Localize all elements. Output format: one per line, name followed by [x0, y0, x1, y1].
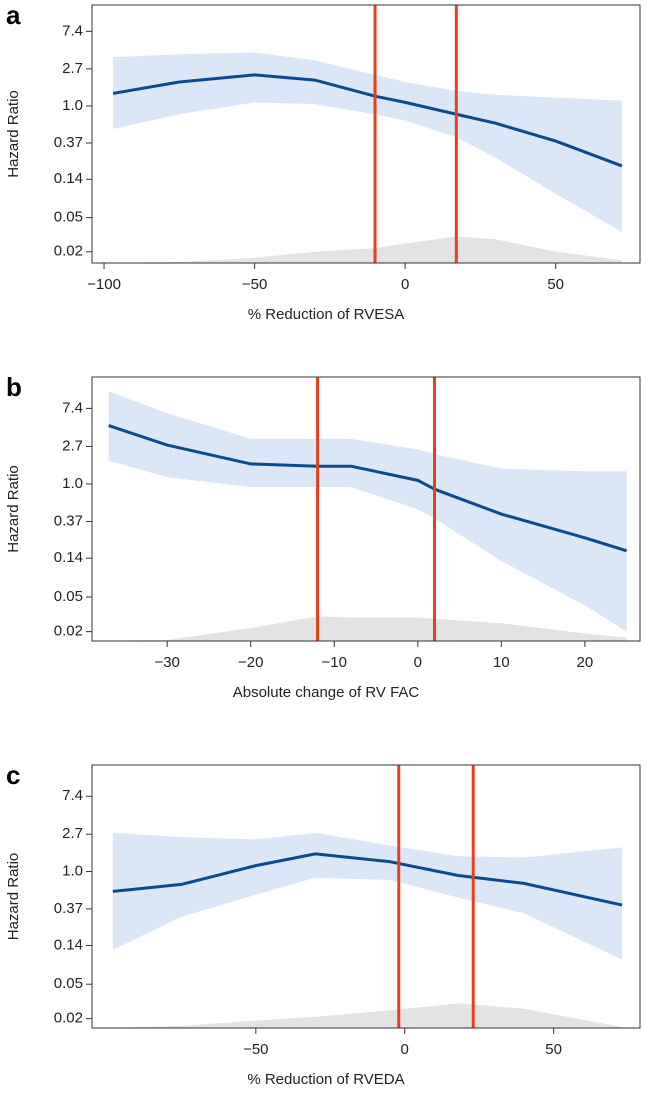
x-tick-label: −10	[322, 654, 347, 671]
hazard-line	[112, 852, 623, 907]
density-area	[112, 1003, 623, 1028]
y-tick-label: 1.0	[62, 475, 83, 492]
x-tick-label: −50	[242, 276, 267, 293]
y-tick-label: 0.14	[54, 549, 83, 566]
hazard-line	[112, 73, 623, 168]
plot-frame	[91, 4, 641, 264]
x-tick-label: 0	[401, 1041, 409, 1058]
confidence-band	[113, 52, 622, 232]
x-tick-label: 0	[414, 654, 422, 671]
hazard-line	[108, 424, 628, 553]
x-axis-label: % Reduction of RVESA	[248, 306, 404, 323]
density-area	[113, 236, 622, 263]
y-tick-label: 0.02	[54, 623, 83, 640]
panel-letter: c	[6, 760, 20, 790]
x-tick-label: 10	[493, 654, 510, 671]
y-axis-label: Hazard Ratio	[5, 90, 22, 178]
x-tick-label: 0	[401, 276, 409, 293]
y-tick-label: 1.0	[62, 863, 83, 880]
x-tick-label: −30	[154, 654, 179, 671]
panel-letter: a	[6, 0, 21, 30]
density-area	[108, 616, 627, 641]
x-tick-label: 50	[545, 1041, 562, 1058]
y-tick-label: 0.37	[54, 900, 83, 917]
plot-frame	[91, 764, 641, 1029]
x-tick-label: −20	[238, 654, 263, 671]
y-tick-label: 2.7	[62, 825, 83, 842]
plot-frame	[91, 376, 641, 642]
y-axis-label: Hazard Ratio	[5, 853, 22, 941]
confidence-band	[112, 832, 623, 960]
y-axis-label: Hazard Ratio	[5, 465, 22, 553]
y-tick-label: 0.05	[54, 588, 83, 605]
x-tick-label: 50	[547, 276, 564, 293]
y-tick-label: 0.37	[54, 512, 83, 529]
x-axis-label: Absolute change of RV FAC	[233, 684, 420, 701]
confidence-band	[108, 391, 627, 632]
y-tick-label: 0.14	[54, 936, 83, 953]
y-tick-label: 7.4	[62, 22, 83, 39]
y-tick-label: 0.14	[54, 170, 83, 187]
x-axis-label: % Reduction of RVEDA	[247, 1071, 404, 1088]
panel-letter: b	[6, 372, 22, 402]
y-tick-label: 0.02	[54, 1010, 83, 1027]
y-tick-label: 0.05	[54, 209, 83, 226]
x-tick-label: −50	[243, 1041, 268, 1058]
y-tick-label: 7.4	[62, 787, 83, 804]
y-tick-label: 1.0	[62, 97, 83, 114]
y-tick-label: 0.05	[54, 975, 83, 992]
x-tick-label: −100	[87, 276, 121, 293]
y-tick-label: 0.02	[54, 243, 83, 260]
y-tick-label: 2.7	[62, 60, 83, 77]
x-tick-label: 20	[577, 654, 594, 671]
y-tick-label: 7.4	[62, 399, 83, 416]
y-tick-label: 0.37	[54, 134, 83, 151]
y-tick-label: 2.7	[62, 437, 83, 454]
